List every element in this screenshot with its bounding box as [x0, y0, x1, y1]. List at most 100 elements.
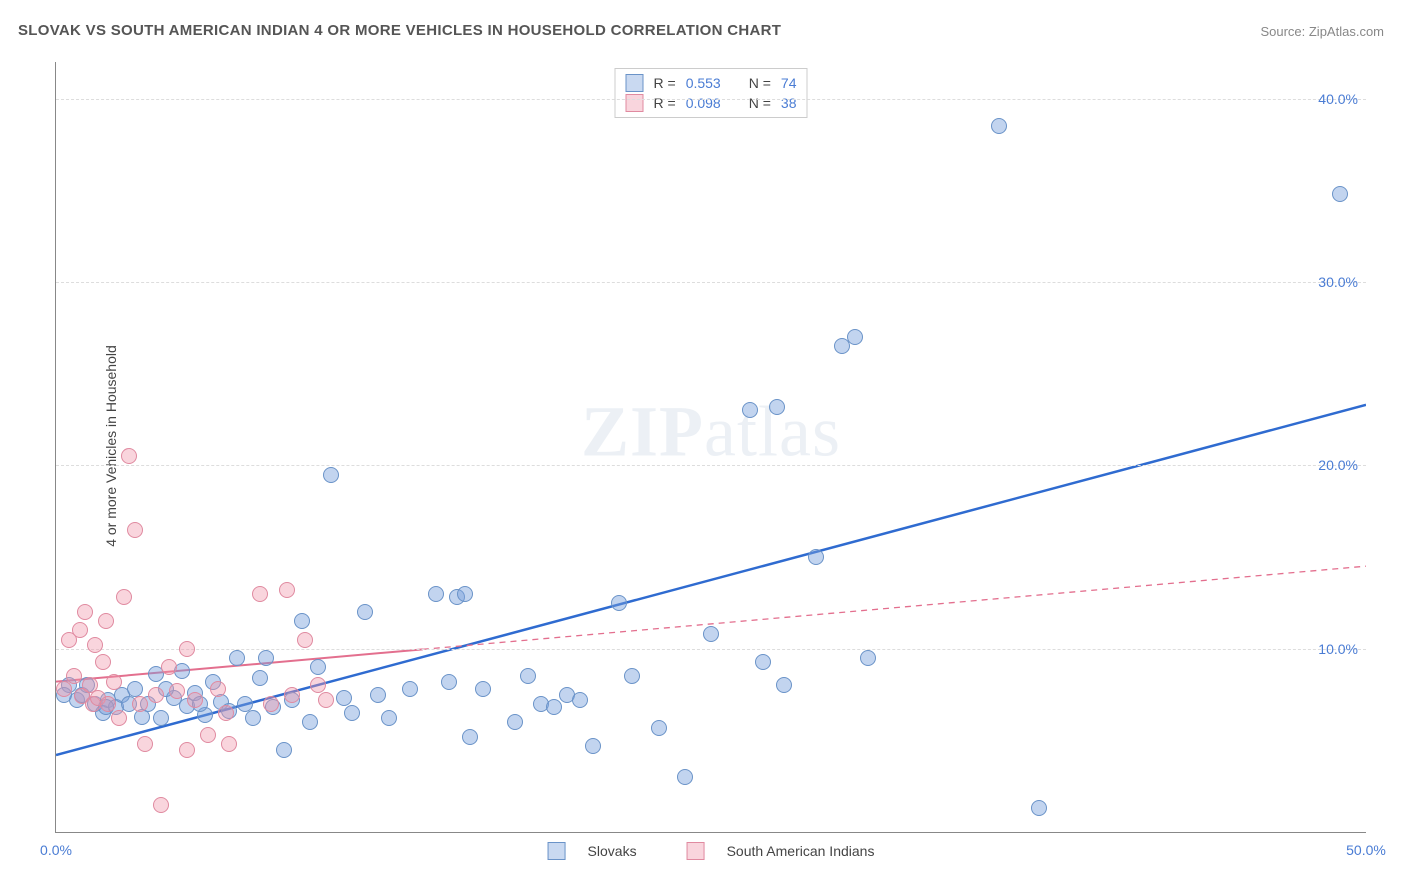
watermark: ZIPatlas [581, 390, 841, 473]
data-point [462, 729, 478, 745]
y-tick-label: 20.0% [1318, 457, 1358, 473]
swatch-blue-icon [548, 842, 566, 860]
data-point [252, 670, 268, 686]
data-point [111, 710, 127, 726]
data-point [703, 626, 719, 642]
data-point [245, 710, 261, 726]
data-point [370, 687, 386, 703]
data-point [808, 549, 824, 565]
swatch-pink-icon [626, 94, 644, 112]
legend-row: R = 0.553 N = 74 [626, 73, 797, 93]
data-point [127, 522, 143, 538]
n-value: 38 [781, 95, 797, 111]
swatch-blue-icon [626, 74, 644, 92]
data-point [357, 604, 373, 620]
legend-label: South American Indians [727, 843, 875, 859]
data-point [229, 650, 245, 666]
data-point [294, 613, 310, 629]
data-point [336, 690, 352, 706]
legend-correlation: R = 0.553 N = 74 R = 0.098 N = 38 [615, 68, 808, 118]
data-point [520, 668, 536, 684]
data-point [87, 637, 103, 653]
data-point [137, 736, 153, 752]
data-point [258, 650, 274, 666]
data-point [221, 736, 237, 752]
data-point [279, 582, 295, 598]
data-point [98, 613, 114, 629]
data-point [344, 705, 360, 721]
data-point [323, 467, 339, 483]
data-point [187, 692, 203, 708]
data-point [161, 659, 177, 675]
data-point [132, 696, 148, 712]
data-point [677, 769, 693, 785]
data-point [776, 677, 792, 693]
x-tick-label: 0.0% [40, 842, 72, 858]
data-point [284, 687, 300, 703]
data-point [507, 714, 523, 730]
data-point [991, 118, 1007, 134]
scatter-plot: ZIPatlas R = 0.553 N = 74 R = 0.098 N = … [55, 62, 1366, 833]
swatch-pink-icon [687, 842, 705, 860]
gridline [56, 465, 1366, 466]
data-point [457, 586, 473, 602]
data-point [381, 710, 397, 726]
n-value: 74 [781, 75, 797, 91]
data-point [127, 681, 143, 697]
r-label: R = [654, 75, 676, 91]
legend-label: Slovaks [588, 843, 637, 859]
data-point [276, 742, 292, 758]
gridline [56, 282, 1366, 283]
data-point [237, 696, 253, 712]
data-point [179, 641, 195, 657]
data-point [755, 654, 771, 670]
source-attribution: Source: ZipAtlas.com [1260, 24, 1384, 39]
data-point [572, 692, 588, 708]
data-point [200, 727, 216, 743]
data-point [475, 681, 491, 697]
y-tick-label: 10.0% [1318, 641, 1358, 657]
data-point [742, 402, 758, 418]
r-value: 0.553 [686, 75, 721, 91]
data-point [179, 742, 195, 758]
data-point [56, 681, 72, 697]
n-label: N = [749, 95, 771, 111]
data-point [860, 650, 876, 666]
y-tick-label: 40.0% [1318, 91, 1358, 107]
data-point [651, 720, 667, 736]
data-point [95, 654, 111, 670]
data-point [148, 687, 164, 703]
x-tick-label: 50.0% [1346, 842, 1386, 858]
data-point [428, 586, 444, 602]
gridline [56, 649, 1366, 650]
data-point [310, 659, 326, 675]
chart-title: SLOVAK VS SOUTH AMERICAN INDIAN 4 OR MOR… [18, 22, 781, 39]
data-point [263, 696, 279, 712]
data-point [100, 696, 116, 712]
data-point [402, 681, 418, 697]
data-point [106, 674, 122, 690]
y-tick-label: 30.0% [1318, 274, 1358, 290]
data-point [611, 595, 627, 611]
data-point [169, 683, 185, 699]
data-point [624, 668, 640, 684]
data-point [297, 632, 313, 648]
r-value: 0.098 [686, 95, 721, 111]
legend-row: R = 0.098 N = 38 [626, 93, 797, 113]
data-point [585, 738, 601, 754]
data-point [1332, 186, 1348, 202]
data-point [72, 622, 88, 638]
data-point [441, 674, 457, 690]
data-point [318, 692, 334, 708]
gridline [56, 99, 1366, 100]
data-point [1031, 800, 1047, 816]
data-point [66, 668, 82, 684]
data-point [310, 677, 326, 693]
data-point [546, 699, 562, 715]
data-point [302, 714, 318, 730]
data-point [210, 681, 226, 697]
data-point [77, 604, 93, 620]
data-point [121, 448, 137, 464]
legend-series: Slovaks South American Indians [548, 842, 875, 860]
data-point [252, 586, 268, 602]
